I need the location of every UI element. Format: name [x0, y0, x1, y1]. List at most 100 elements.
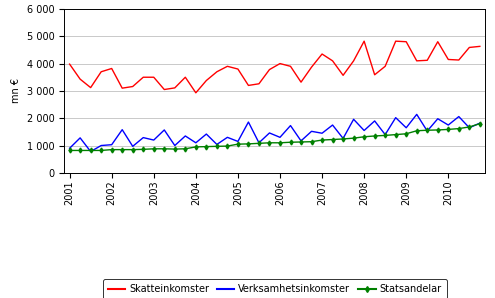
Statsandelar [330, 138, 336, 141]
Verksamhetsinkomster [361, 129, 367, 132]
Statsandelar [446, 128, 451, 131]
Verksamhetsinkomster [77, 136, 83, 140]
Skatteinkomster [477, 45, 483, 48]
Statsandelar [214, 145, 220, 148]
Legend: Skatteinkomster, Verksamhetsinkomster, Statsandelar: Skatteinkomster, Verksamhetsinkomster, S… [103, 279, 446, 298]
Verksamhetsinkomster [224, 136, 230, 139]
Statsandelar [277, 141, 283, 145]
Skatteinkomster [424, 58, 430, 62]
Skatteinkomster [119, 86, 125, 90]
Verksamhetsinkomster [340, 136, 346, 140]
Verksamhetsinkomster [477, 121, 483, 125]
Verksamhetsinkomster [130, 145, 136, 148]
Skatteinkomster [393, 39, 398, 43]
Skatteinkomster [382, 65, 388, 68]
Skatteinkomster [172, 86, 178, 90]
Verksamhetsinkomster [172, 144, 178, 147]
Verksamhetsinkomster [466, 126, 472, 130]
Statsandelar [172, 147, 178, 151]
Verksamhetsinkomster [203, 132, 209, 136]
Statsandelar [477, 122, 483, 125]
Verksamhetsinkomster [393, 116, 398, 119]
Verksamhetsinkomster [266, 131, 272, 135]
Statsandelar [393, 133, 398, 136]
Statsandelar [109, 148, 115, 151]
Verksamhetsinkomster [319, 131, 325, 135]
Skatteinkomster [130, 85, 136, 88]
Skatteinkomster [414, 59, 420, 63]
Statsandelar [372, 134, 378, 138]
Statsandelar [224, 144, 230, 148]
Verksamhetsinkomster [456, 115, 462, 118]
Verksamhetsinkomster [435, 117, 441, 121]
Verksamhetsinkomster [67, 147, 73, 150]
Skatteinkomster [330, 59, 336, 63]
Skatteinkomster [298, 80, 304, 84]
Statsandelar [88, 149, 94, 152]
Verksamhetsinkomster [119, 128, 125, 131]
Statsandelar [77, 149, 83, 152]
Verksamhetsinkomster [382, 133, 388, 136]
Skatteinkomster [256, 82, 262, 86]
Skatteinkomster [340, 74, 346, 77]
Skatteinkomster [446, 58, 451, 61]
Statsandelar [266, 141, 272, 145]
Skatteinkomster [288, 65, 294, 68]
Verksamhetsinkomster [193, 141, 199, 145]
Skatteinkomster [151, 75, 157, 79]
Statsandelar [235, 142, 241, 146]
Statsandelar [298, 140, 304, 144]
Statsandelar [130, 148, 136, 151]
Statsandelar [119, 148, 125, 151]
Verksamhetsinkomster [246, 120, 251, 124]
Skatteinkomster [67, 62, 73, 66]
Verksamhetsinkomster [330, 123, 336, 127]
Statsandelar [403, 132, 409, 136]
Statsandelar [256, 142, 262, 145]
Statsandelar [319, 138, 325, 142]
Statsandelar [98, 149, 104, 152]
Line: Statsandelar: Statsandelar [68, 122, 482, 152]
Skatteinkomster [182, 75, 188, 79]
Skatteinkomster [403, 40, 409, 44]
Verksamhetsinkomster [214, 143, 220, 146]
Verksamhetsinkomster [298, 139, 304, 143]
Verksamhetsinkomster [256, 141, 262, 145]
Skatteinkomster [193, 91, 199, 94]
Statsandelar [246, 142, 251, 146]
Skatteinkomster [372, 73, 378, 77]
Verksamhetsinkomster [414, 113, 420, 116]
Line: Verksamhetsinkomster: Verksamhetsinkomster [70, 114, 480, 152]
Verksamhetsinkomster [350, 117, 356, 121]
Verksamhetsinkomster [288, 124, 294, 127]
Skatteinkomster [319, 52, 325, 56]
Line: Skatteinkomster: Skatteinkomster [70, 41, 480, 93]
Verksamhetsinkomster [372, 119, 378, 123]
Y-axis label: mn €: mn € [11, 78, 21, 103]
Skatteinkomster [161, 88, 167, 91]
Skatteinkomster [235, 67, 241, 71]
Verksamhetsinkomster [446, 123, 451, 127]
Statsandelar [414, 129, 420, 133]
Statsandelar [456, 127, 462, 131]
Statsandelar [193, 145, 199, 149]
Statsandelar [288, 140, 294, 144]
Statsandelar [308, 140, 314, 144]
Skatteinkomster [308, 65, 314, 69]
Skatteinkomster [203, 79, 209, 82]
Skatteinkomster [350, 59, 356, 63]
Verksamhetsinkomster [403, 126, 409, 130]
Statsandelar [67, 149, 73, 152]
Skatteinkomster [266, 68, 272, 72]
Statsandelar [424, 128, 430, 132]
Statsandelar [361, 135, 367, 139]
Verksamhetsinkomster [277, 136, 283, 139]
Verksamhetsinkomster [88, 150, 94, 153]
Statsandelar [350, 136, 356, 140]
Statsandelar [435, 128, 441, 132]
Skatteinkomster [88, 86, 94, 89]
Verksamhetsinkomster [424, 129, 430, 133]
Skatteinkomster [109, 67, 115, 70]
Verksamhetsinkomster [308, 130, 314, 133]
Verksamhetsinkomster [140, 136, 146, 139]
